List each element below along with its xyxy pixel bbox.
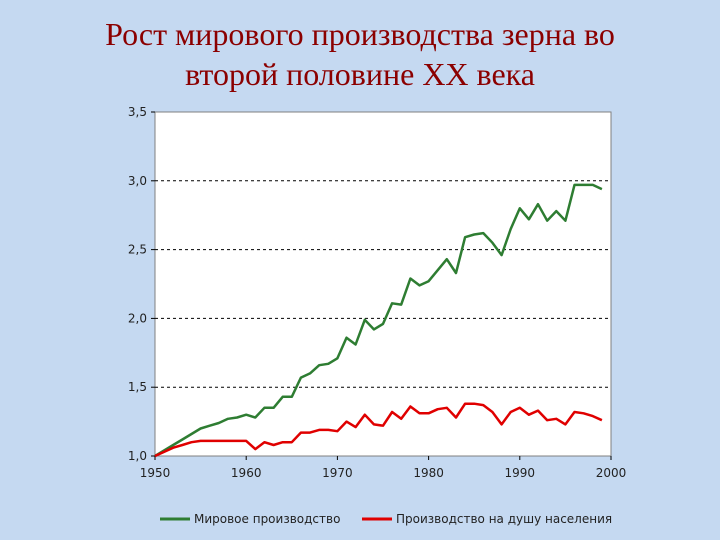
- y-tick-label: 2,0: [128, 311, 147, 325]
- x-tick-label: 1990: [505, 466, 536, 480]
- legend: Мировое производство Производство на душу…: [160, 512, 612, 526]
- y-tick-label: 1,5: [128, 380, 147, 394]
- legend-label-2: Производство на душу населения: [396, 512, 612, 526]
- x-tick-label: 2000: [596, 466, 627, 480]
- y-tick-label: 3,0: [128, 174, 147, 188]
- legend-label-1: Мировое производство: [194, 512, 340, 526]
- x-tick-label: 1960: [231, 466, 262, 480]
- slide-title-line2: второй половине XX века: [185, 56, 535, 92]
- series-line-1: [154, 183, 603, 458]
- gridlines: [155, 180, 611, 388]
- x-tick-label: 1970: [322, 466, 353, 480]
- plot-area: [154, 111, 612, 457]
- slide-title-line1: Рост мирового производства зерна во: [105, 16, 615, 52]
- x-tick-label: 1950: [140, 466, 171, 480]
- slide-title: Рост мирового производства зерна во втор…: [0, 14, 720, 94]
- axis-ticks: 1,0 1,5 2,0 2,5 3,0 3,5 1950 1960 1970 1980 1990 20…: [128, 105, 626, 480]
- y-tick-label: 1,0: [128, 449, 147, 463]
- x-tick-label: 1980: [413, 466, 444, 480]
- y-tick-label: 3,5: [128, 105, 147, 119]
- series-lines: [154, 183, 603, 458]
- series-line-2: [154, 402, 603, 458]
- y-tick-label: 2,5: [128, 243, 147, 257]
